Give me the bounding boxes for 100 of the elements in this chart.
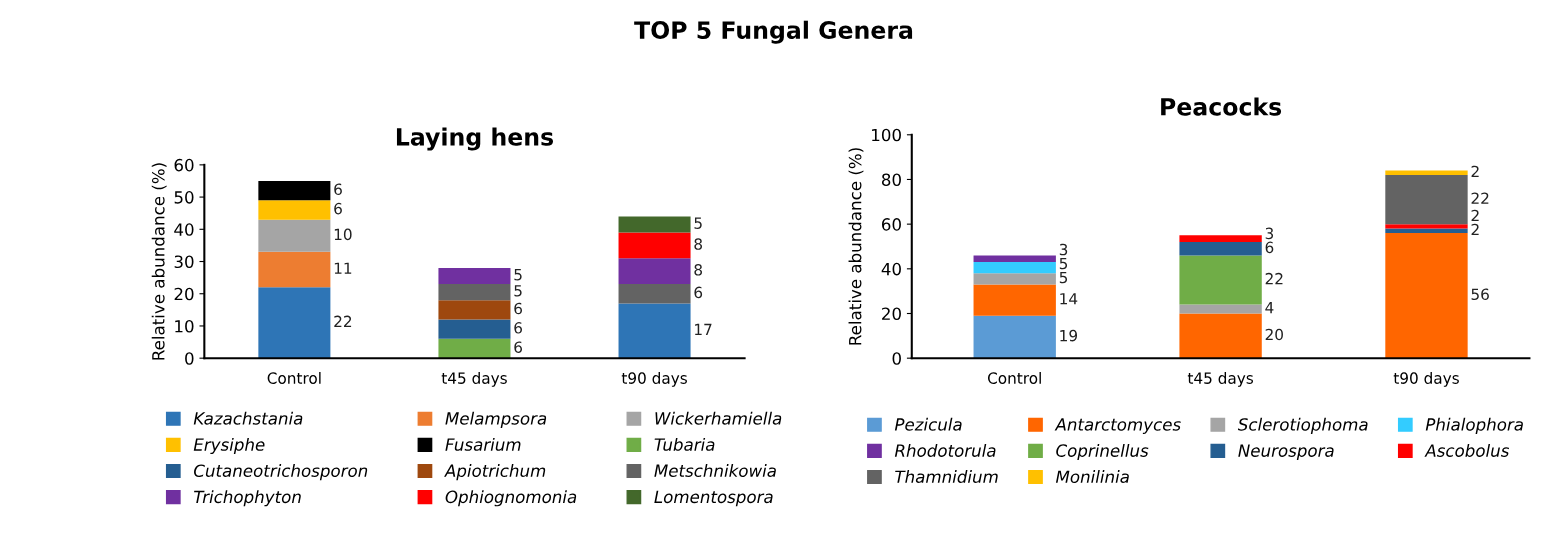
data-label: 5 <box>514 269 522 281</box>
x-tick-label: Control <box>267 372 321 384</box>
bar <box>973 315 1056 359</box>
data-label: 8 <box>694 238 703 250</box>
data-label: 5 <box>1059 257 1068 270</box>
data-label: 6 <box>514 302 523 315</box>
bar <box>258 219 331 252</box>
data-label: 10 <box>334 228 352 241</box>
legend-label: Apiotrichum <box>444 464 546 481</box>
bar <box>258 180 331 201</box>
bar <box>618 216 691 233</box>
bar <box>1179 313 1262 359</box>
bar <box>438 319 511 339</box>
legend-label: Neurospora <box>1238 444 1334 461</box>
legend-label: Sclerotiophoma <box>1237 417 1368 434</box>
bar <box>1385 224 1468 229</box>
data-label: 4 <box>1265 302 1274 314</box>
bar <box>1385 228 1468 234</box>
bar <box>973 262 1056 274</box>
x-tick-label: t90 days <box>621 372 687 387</box>
y-axis-title: Relative abundance (%) <box>151 163 167 360</box>
data-label: 6 <box>514 341 523 353</box>
bar <box>973 273 1056 285</box>
data-label: 14 <box>1060 293 1078 305</box>
bar <box>438 267 511 285</box>
legend-label: Tubaria <box>654 437 715 451</box>
legend-label: Fusarium <box>445 437 521 451</box>
y-tick-label: 40 <box>174 223 194 236</box>
legend-label: Ascobolus <box>1424 443 1510 457</box>
chart-title: Peacocks <box>1161 97 1282 116</box>
bar <box>1179 304 1262 314</box>
legend-label: Ophiognomonia <box>445 490 577 507</box>
bar <box>1385 175 1468 225</box>
data-label: 6 <box>334 183 342 196</box>
bar <box>973 284 1056 316</box>
y-tick-label: 60 <box>174 158 194 172</box>
bar <box>618 232 691 259</box>
y-tick-label: 50 <box>174 191 194 204</box>
legend-label: Kazachstania <box>193 411 303 425</box>
bar <box>258 287 331 359</box>
data-label: 22 <box>334 315 352 327</box>
text: TOP 5 Fungal Genera <box>634 20 913 44</box>
y-axis-title: Relative abundance (%) <box>848 148 864 345</box>
bar <box>438 300 511 320</box>
legend-label: Pezicula <box>894 417 962 431</box>
data-label: 5 <box>694 217 702 229</box>
data-label: 6 <box>334 202 342 215</box>
bar <box>618 303 691 359</box>
legend-label: Metschnikowia <box>654 464 776 477</box>
bar <box>618 284 691 304</box>
bar <box>438 284 511 301</box>
data-label: 5 <box>514 285 522 297</box>
y-tick-label: 80 <box>881 173 901 187</box>
y-tick-label: 10 <box>175 319 194 333</box>
bar <box>973 255 1056 263</box>
legend-label: Lomentospora <box>654 490 773 507</box>
bar <box>258 251 331 288</box>
data-label: 19 <box>1060 329 1078 342</box>
y-tick-label: 0 <box>185 352 194 365</box>
data-label: 2 <box>1471 165 1479 177</box>
bar <box>1179 255 1262 305</box>
data-label: 17 <box>695 323 712 336</box>
data-label: 2 <box>1471 223 1479 236</box>
y-tick-label: 0 <box>892 352 901 365</box>
x-tick-label: t90 days <box>1393 372 1459 387</box>
data-label: 8 <box>694 264 703 276</box>
y-tick-label: 30 <box>174 255 194 269</box>
data-label: 6 <box>1265 241 1274 254</box>
x-tick-label: Control <box>987 372 1041 384</box>
bar <box>438 338 511 359</box>
legend-label: Thamnidium <box>895 470 998 484</box>
data-label: 22 <box>1471 192 1489 204</box>
data-label: 6 <box>514 322 523 334</box>
legend-label: Phialophora <box>1425 417 1523 434</box>
data-label: 3 <box>1265 227 1274 240</box>
chart-title: Laying hens <box>396 127 554 151</box>
legend-label: Rhodotorula <box>894 443 996 457</box>
legend-label: Erysiphe <box>193 437 265 455</box>
data-label: 20 <box>1265 328 1283 341</box>
y-tick-label: 20 <box>174 287 194 301</box>
bar <box>1179 242 1262 256</box>
bar <box>618 258 691 285</box>
legend-label: Wickerhamiella <box>655 411 782 425</box>
y-tick-label: 60 <box>882 218 901 231</box>
data-label: 5 <box>1059 271 1068 284</box>
data-label: 3 <box>1059 243 1068 256</box>
legend-label: Cutaneotrichosporon <box>194 464 368 481</box>
y-tick-label: 100 <box>872 128 901 142</box>
x-tick-label: t45 days <box>441 372 507 387</box>
bar <box>1179 235 1262 243</box>
bar <box>1385 233 1468 359</box>
x-tick-label: t45 days <box>1187 372 1254 387</box>
legend-label: Coprinellus <box>1056 443 1149 461</box>
y-tick-label: 20 <box>882 307 901 321</box>
bar <box>258 200 331 220</box>
data-label: 11 <box>334 262 352 274</box>
legend-label: Antarctomyces <box>1054 418 1181 434</box>
legend-label: Melampsora <box>445 411 547 428</box>
data-label: 6 <box>694 286 703 299</box>
legend-label: Monilinia <box>1055 470 1129 484</box>
